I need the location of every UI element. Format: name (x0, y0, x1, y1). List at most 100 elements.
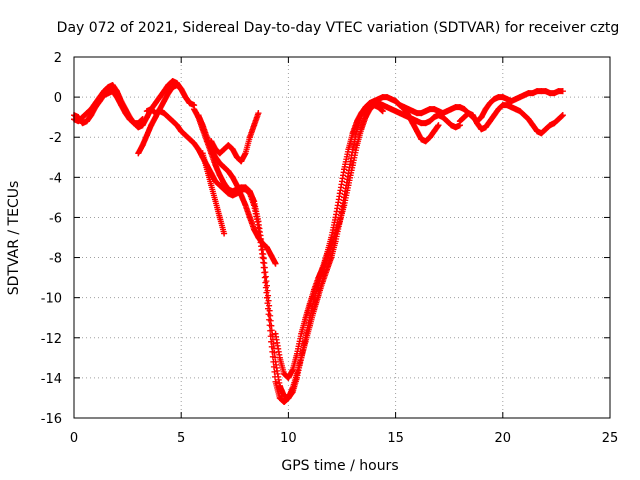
data-point (101, 92, 108, 99)
data-point (88, 112, 95, 119)
x-tick-label: 10 (280, 431, 297, 446)
data-point (216, 160, 223, 167)
data-point (358, 126, 365, 133)
data-point (538, 130, 545, 137)
data-point (341, 166, 348, 173)
data-point (105, 84, 112, 91)
data-point (426, 118, 433, 125)
series-sat-k (456, 102, 566, 137)
y-tick-label: -8 (49, 252, 62, 267)
data-point (431, 106, 438, 113)
data-point (199, 150, 206, 157)
data-point (143, 114, 150, 121)
data-point (221, 164, 228, 171)
data-point (199, 122, 206, 129)
y-tick-label: -14 (41, 372, 62, 387)
data-point (281, 398, 288, 405)
data-point (499, 94, 506, 101)
data-point (255, 234, 262, 241)
data-point (461, 114, 468, 121)
data-point (559, 88, 566, 95)
data-point (169, 78, 176, 85)
data-point (456, 104, 463, 111)
data-point (191, 140, 198, 147)
data-point (238, 192, 245, 199)
series-markers (143, 94, 442, 405)
data-point (465, 110, 472, 117)
data-point (534, 128, 541, 135)
data-point (332, 230, 339, 237)
data-point (298, 330, 305, 337)
data-point (414, 128, 421, 135)
data-point (422, 120, 429, 127)
data-point (152, 100, 159, 107)
data-point (259, 240, 266, 247)
data-point (169, 118, 176, 125)
data-point (165, 114, 172, 121)
data-point (83, 118, 90, 125)
data-point (169, 84, 176, 91)
data-point (448, 106, 455, 113)
data-point (328, 234, 335, 241)
data-point (345, 146, 352, 153)
data-point (272, 260, 279, 267)
data-point (79, 120, 86, 127)
data-point (293, 374, 300, 381)
data-point (542, 126, 549, 133)
data-point (276, 382, 283, 389)
data-point (405, 106, 412, 113)
data-point (422, 108, 429, 115)
y-axis-label: SDTVAR / TECUs (6, 181, 22, 296)
data-point (302, 314, 309, 321)
data-point (474, 120, 481, 127)
data-point (161, 98, 168, 105)
data-point (242, 150, 249, 157)
series-sat-h (208, 110, 262, 165)
data-point (349, 162, 356, 169)
data-point (491, 112, 498, 119)
data-point (396, 102, 403, 109)
data-point (529, 122, 536, 129)
series-sat-g (199, 150, 228, 237)
data-point (152, 110, 159, 117)
y-tick-label: -2 (49, 131, 62, 146)
data-point (268, 322, 275, 329)
data-point (156, 108, 163, 115)
data-point (165, 90, 172, 97)
data-point (551, 90, 558, 97)
data-point (272, 358, 279, 365)
y-tick-label: -4 (49, 171, 62, 186)
data-point (251, 226, 258, 233)
data-point (225, 168, 232, 175)
data-point (375, 100, 382, 107)
series-sat-d (143, 94, 442, 405)
data-point (546, 122, 553, 129)
data-point (508, 104, 515, 111)
data-point (212, 178, 219, 185)
data-point (139, 122, 146, 129)
data-point (452, 124, 459, 131)
data-point (212, 162, 219, 169)
data-point (392, 98, 399, 105)
data-point (122, 110, 129, 117)
data-point (195, 112, 202, 119)
data-point (135, 120, 142, 127)
data-point (276, 354, 283, 361)
data-point (148, 106, 155, 113)
data-point (182, 94, 189, 101)
data-point (371, 98, 378, 105)
data-point (405, 114, 412, 121)
data-point (178, 128, 185, 135)
plot-frame (73, 56, 611, 419)
data-point (259, 246, 266, 253)
x-tick-label: 5 (177, 431, 185, 446)
data-point (401, 104, 408, 111)
data-point (384, 104, 391, 111)
y-tick-label: 2 (54, 51, 62, 66)
data-point (542, 88, 549, 95)
data-point (178, 86, 185, 93)
data-point (143, 108, 150, 115)
x-tick-label: 25 (602, 431, 619, 446)
data-point (186, 100, 193, 107)
